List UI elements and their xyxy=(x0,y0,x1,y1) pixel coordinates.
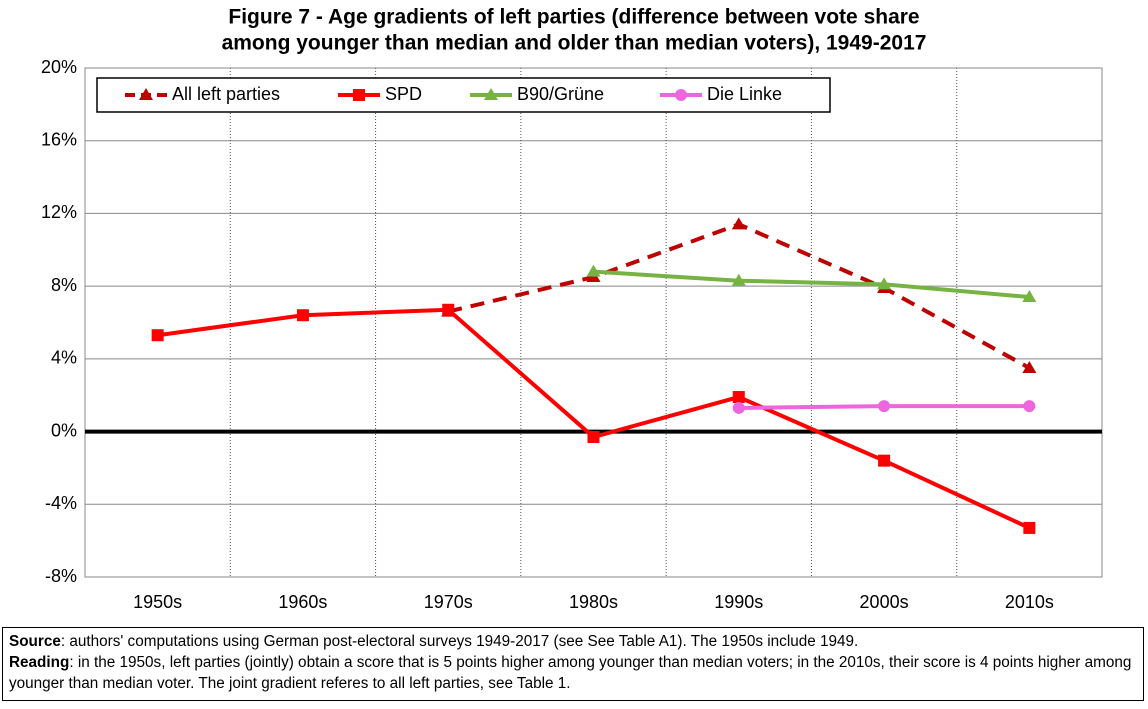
legend-label: B90/Grüne xyxy=(517,84,604,104)
data-point xyxy=(587,431,600,444)
plot-frame xyxy=(84,67,1103,578)
legend-marker xyxy=(139,88,153,100)
note-label: Reading xyxy=(9,654,70,671)
note-text: : authors' computations using German pos… xyxy=(60,633,859,650)
legend-marker xyxy=(353,89,365,101)
chart-title: among younger than median and older than… xyxy=(222,32,927,55)
legend-label: SPD xyxy=(385,84,422,104)
series-line xyxy=(593,269,1030,300)
y-tick-label: 12% xyxy=(41,202,77,222)
y-tick-label: 0% xyxy=(51,420,77,440)
y-tick-label: 4% xyxy=(51,348,77,368)
legend-label: All left parties xyxy=(172,84,280,104)
x-tick-label: 1980s xyxy=(569,592,618,612)
data-point xyxy=(151,329,164,342)
data-point xyxy=(442,303,455,316)
notes-box: Source: authors' computations using Germ… xyxy=(2,627,1144,701)
y-tick-label: 20% xyxy=(41,57,77,77)
legend-marker xyxy=(675,89,687,101)
y-tick-label: -4% xyxy=(45,493,77,513)
x-tick-label: 2010s xyxy=(1005,592,1054,612)
data-point xyxy=(878,400,891,413)
series-line xyxy=(447,222,1031,370)
note-text: : in the 1950s, left parties (jointly) o… xyxy=(9,654,1132,692)
chart: Figure 7 - Age gradients of left parties… xyxy=(41,6,1103,612)
x-tick-label: 1970s xyxy=(424,592,473,612)
y-tick-label: -8% xyxy=(45,566,77,586)
data-point xyxy=(1023,400,1036,413)
y-tick-label: 8% xyxy=(51,275,77,295)
x-tick-label: 2000s xyxy=(860,592,909,612)
data-point xyxy=(1023,521,1036,534)
note: Source: authors' computations using Germ… xyxy=(9,631,1137,652)
note: Reading: in the 1950s, left parties (joi… xyxy=(9,652,1137,694)
data-point xyxy=(1022,290,1037,303)
series-line xyxy=(157,307,1031,530)
data-point xyxy=(731,217,746,230)
chart-title: Figure 7 - Age gradients of left parties… xyxy=(228,6,919,29)
legend-marker xyxy=(484,88,498,100)
data-point xyxy=(1022,360,1037,373)
data-point xyxy=(732,401,745,414)
data-point xyxy=(296,309,309,322)
x-tick-label: 1960s xyxy=(278,592,327,612)
legend-box xyxy=(96,77,831,113)
data-point xyxy=(731,273,746,286)
y-tick-label: 16% xyxy=(41,129,77,149)
x-tick-label: 1990s xyxy=(714,592,763,612)
x-tick-label: 1950s xyxy=(133,592,182,612)
data-point xyxy=(732,391,745,404)
data-point xyxy=(586,264,601,277)
data-point xyxy=(877,277,892,290)
note-label: Source xyxy=(9,633,61,650)
data-point xyxy=(878,454,891,467)
legend-label: Die Linke xyxy=(707,84,782,104)
